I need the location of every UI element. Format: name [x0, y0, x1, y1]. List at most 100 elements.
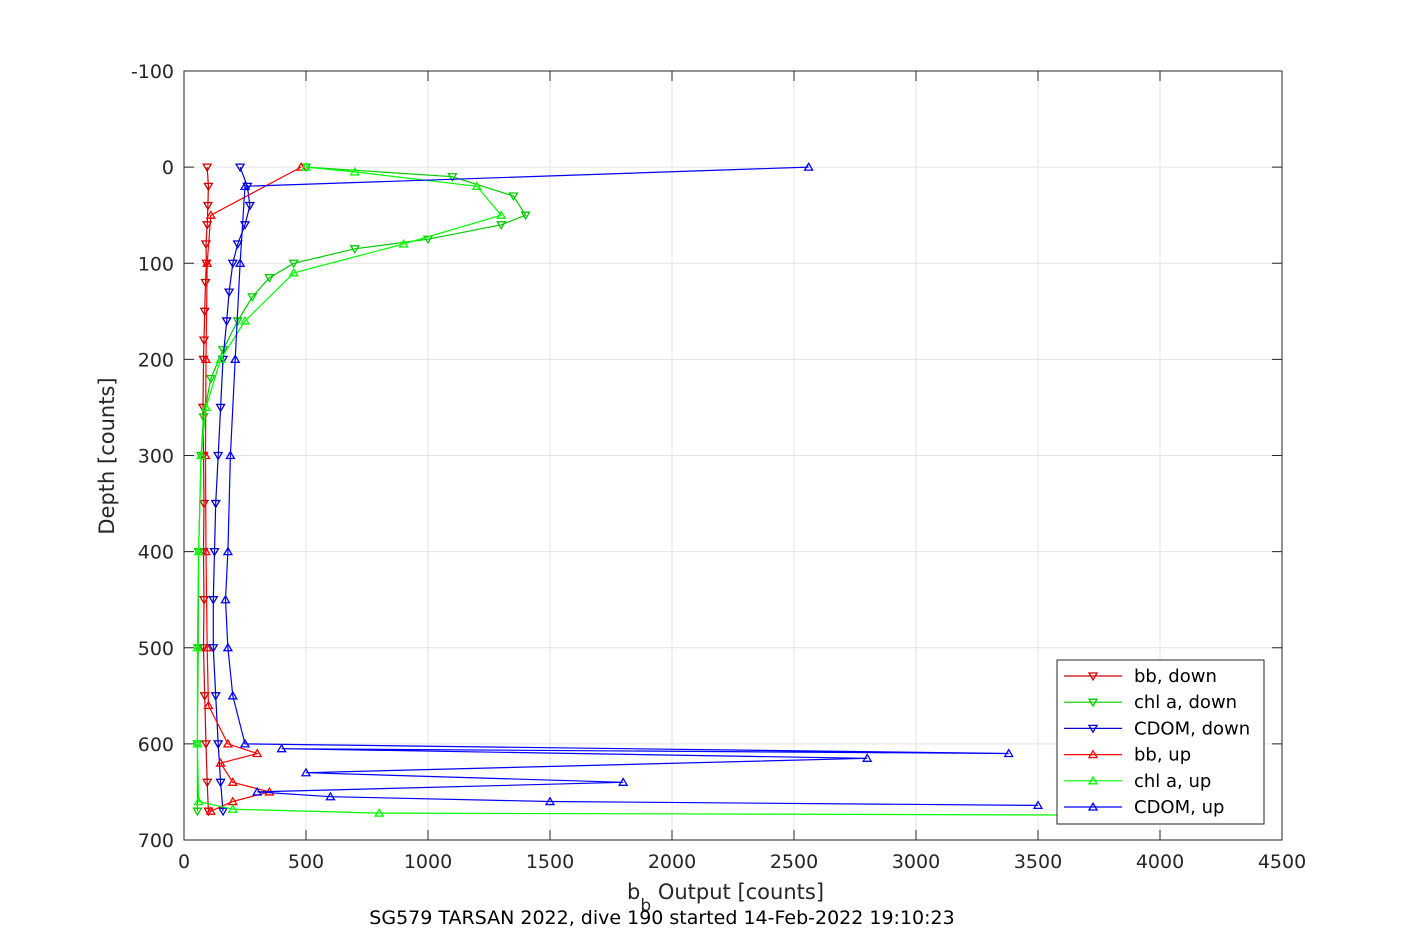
legend-marker-chl-a-up: [1087, 775, 1099, 785]
y-tick-label: 600: [138, 734, 174, 756]
data-point-bb-up: [227, 777, 238, 786]
data-point-chl-a-up: [496, 210, 507, 219]
data-point-bb-down: [200, 240, 212, 250]
data-point-chl-a-down: [349, 245, 360, 254]
data-point-cdom-down: [224, 288, 235, 298]
data-point-cdom-down: [208, 596, 219, 605]
data-point-chl-a-down: [247, 293, 258, 302]
data-point-chl-a-up: [193, 796, 204, 806]
legend-item-bb-up: bb, up: [1064, 745, 1191, 766]
data-point-cdom-up: [1003, 748, 1014, 758]
x-axis-label-subscript: b: [640, 896, 651, 916]
data-point-cdom-down: [210, 499, 221, 509]
figure-caption: SG579 TARSAN 2022, dive 190 started 14-F…: [369, 907, 954, 929]
data-point-cdom-down: [215, 778, 226, 788]
data-point-chl-a-up: [349, 166, 360, 176]
data-point-chl-a-up: [398, 238, 409, 248]
data-point-bb-down: [202, 221, 213, 230]
data-point-bb-down: [203, 182, 214, 192]
data-point-cdom-down: [234, 163, 246, 173]
legend-label-chl-a-up: chl a, up: [1134, 771, 1211, 792]
data-point-bb-up: [295, 162, 307, 171]
x-tick-label: 500: [288, 851, 324, 873]
data-point-cdom-down: [215, 403, 226, 413]
legend-marker-cdom-down: [1087, 724, 1099, 734]
data-point-chl-a-up: [193, 546, 204, 556]
series-line-cdom-up: [224, 166, 1039, 807]
data-point-chl-a-down: [192, 807, 203, 817]
data-point-cdom-down: [210, 692, 221, 701]
series-layer: [192, 162, 1080, 819]
series-line-cdom-down: [212, 166, 251, 812]
data-point-cdom-up: [220, 594, 231, 604]
data-point-chl-a-up: [200, 402, 212, 412]
data-point-chl-a-down: [264, 274, 275, 283]
data-point-bb-down: [198, 644, 209, 653]
data-point-cdom-up: [230, 354, 241, 364]
data-point-bb-down: [202, 778, 213, 788]
data-point-cdom-down: [227, 259, 238, 269]
data-point-chl-a-down: [205, 374, 216, 384]
data-point-chl-a-up: [300, 162, 312, 171]
x-axis-label-rest: Output [counts]: [651, 880, 824, 904]
x-axis-label-main: b: [627, 880, 640, 904]
x-tick-label: 3500: [1014, 851, 1062, 873]
data-point-chl-a-down: [508, 192, 519, 202]
data-point-chl-a-up: [227, 804, 238, 813]
data-point-bb-down: [202, 201, 214, 211]
x-tick-label: 3000: [892, 851, 940, 873]
data-point-bb-up: [200, 546, 212, 556]
legend-item-chl-a-up: chl a, up: [1064, 771, 1211, 792]
y-tick-label: 700: [138, 830, 174, 852]
data-point-bb-down: [200, 740, 212, 749]
x-tick-label: 4500: [1258, 851, 1306, 873]
legend-box: [1056, 659, 1265, 825]
legend-marker-cdom-up: [1087, 801, 1099, 811]
x-tick-label: 1500: [526, 851, 574, 873]
data-point-cdom-up: [325, 791, 336, 801]
data-point-cdom-up: [252, 786, 263, 796]
legend-marker-bb-down: [1087, 672, 1099, 682]
data-point-bb-up: [252, 748, 263, 758]
data-point-cdom-up: [544, 796, 556, 806]
x-tick-label: 2000: [648, 851, 696, 873]
data-point-bb-down: [202, 163, 213, 173]
series-cdom-down: [208, 163, 256, 817]
data-point-chl-a-up: [192, 642, 203, 652]
data-point-cdom-down: [221, 317, 232, 327]
legend-item-cdom-down: CDOM, down: [1064, 718, 1250, 739]
data-point-chl-a-down: [217, 346, 229, 355]
data-point-chl-a-down: [447, 173, 458, 182]
y-tick-label: 300: [138, 446, 174, 468]
data-point-cdom-down: [213, 451, 224, 461]
data-point-bb-down: [203, 807, 214, 817]
data-point-bb-up: [205, 806, 216, 815]
y-tick-label: 400: [138, 542, 174, 564]
legend-label-cdom-down: CDOM, down: [1134, 718, 1250, 739]
data-point-chl-a-down: [520, 211, 531, 221]
data-point-bb-up: [203, 700, 214, 710]
data-point-chl-a-up: [471, 181, 482, 190]
axis-ticks: 0 500 1000 1500 2000 2500 3000 3500 4000 4500-100…: [131, 61, 1306, 873]
data-point-bb-up: [202, 258, 213, 267]
data-point-cdom-down: [208, 644, 219, 653]
data-point-cdom-down: [209, 547, 220, 557]
data-point-cdom-up: [234, 258, 246, 267]
x-tick-label: 0: [178, 851, 190, 873]
data-point-cdom-up: [222, 546, 234, 556]
data-point-cdom-up: [239, 738, 251, 748]
x-tick-label: 1000: [404, 851, 452, 873]
y-tick-label: 0: [162, 157, 174, 179]
data-point-cdom-up: [225, 450, 236, 460]
data-point-bb-up: [222, 738, 234, 748]
data-point-cdom-up: [227, 690, 238, 700]
legend-marker-bb-up: [1087, 749, 1099, 759]
data-point-bb-up: [205, 210, 216, 219]
x-axis-label: bb Output [counts]: [627, 880, 824, 916]
data-point-cdom-down: [213, 740, 224, 749]
legend: bb, down chl a, down CDOM, down bb, up chl a…: [1056, 659, 1265, 825]
data-point-cdom-up: [300, 767, 312, 777]
y-tick-label: 100: [138, 253, 174, 275]
data-point-cdom-up: [618, 777, 629, 786]
